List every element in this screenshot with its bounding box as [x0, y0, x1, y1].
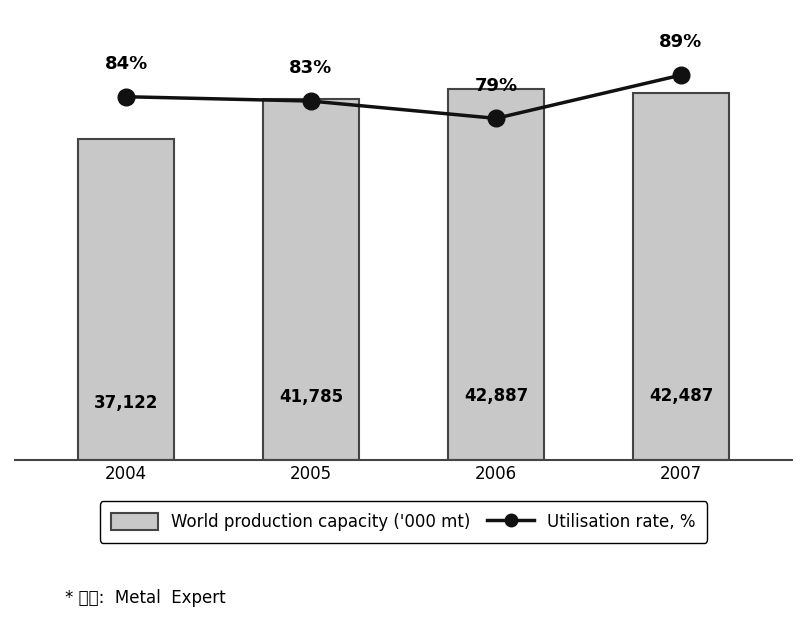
- Text: 37,122: 37,122: [94, 394, 158, 412]
- Bar: [78, 139, 174, 461]
- Text: 83%: 83%: [290, 59, 332, 77]
- Text: 84%: 84%: [104, 55, 148, 73]
- Bar: [263, 99, 359, 461]
- Text: 89%: 89%: [659, 33, 703, 51]
- Text: 41,785: 41,785: [279, 388, 343, 406]
- Bar: [448, 89, 544, 461]
- Bar: [633, 92, 729, 461]
- Text: 79%: 79%: [475, 77, 517, 95]
- Text: * 자료:  Metal  Expert: * 자료: Metal Expert: [65, 588, 225, 607]
- Text: 42,887: 42,887: [464, 387, 528, 404]
- Legend: World production capacity ('000 mt), Utilisation rate, %: World production capacity ('000 mt), Uti…: [99, 501, 708, 543]
- Text: 42,487: 42,487: [649, 387, 713, 405]
